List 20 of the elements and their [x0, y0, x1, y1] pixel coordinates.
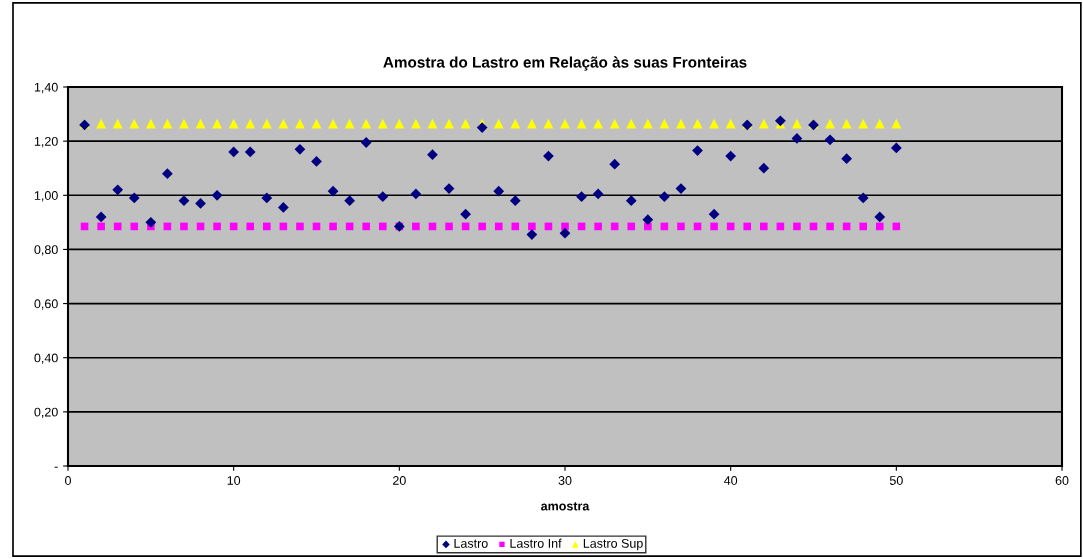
legend-label: Lastro Inf	[510, 538, 562, 548]
x-tick-label: 40	[724, 476, 738, 485]
y-tick-label: 0,60	[34, 299, 58, 310]
y-tick-label: 1,20	[34, 136, 58, 148]
x-tick-label: 10	[227, 476, 241, 485]
legend-label: Lastro Sup	[583, 538, 643, 551]
y-tick-label: 1,00	[34, 191, 58, 202]
y-tick-label: 0,80	[34, 245, 58, 256]
x-tick-label: 0	[65, 476, 71, 485]
legend-label: Lastro	[454, 539, 488, 548]
y-tick-label: 0,20	[34, 407, 58, 418]
x-tick-label: 20	[393, 476, 406, 485]
y-tick-label: 0,40	[34, 353, 58, 364]
chart-title: Amostra do Lastro em Relação às suas Fronteiras	[383, 56, 747, 71]
x-axis-title: amostra	[541, 502, 590, 511]
x-tick-label: 60	[1055, 476, 1069, 485]
y-tick-label: 1,40	[34, 82, 58, 94]
x-tick-label: 30	[558, 476, 572, 485]
x-tick-label: 50	[889, 476, 903, 485]
y-tick-label: -	[54, 466, 58, 468]
